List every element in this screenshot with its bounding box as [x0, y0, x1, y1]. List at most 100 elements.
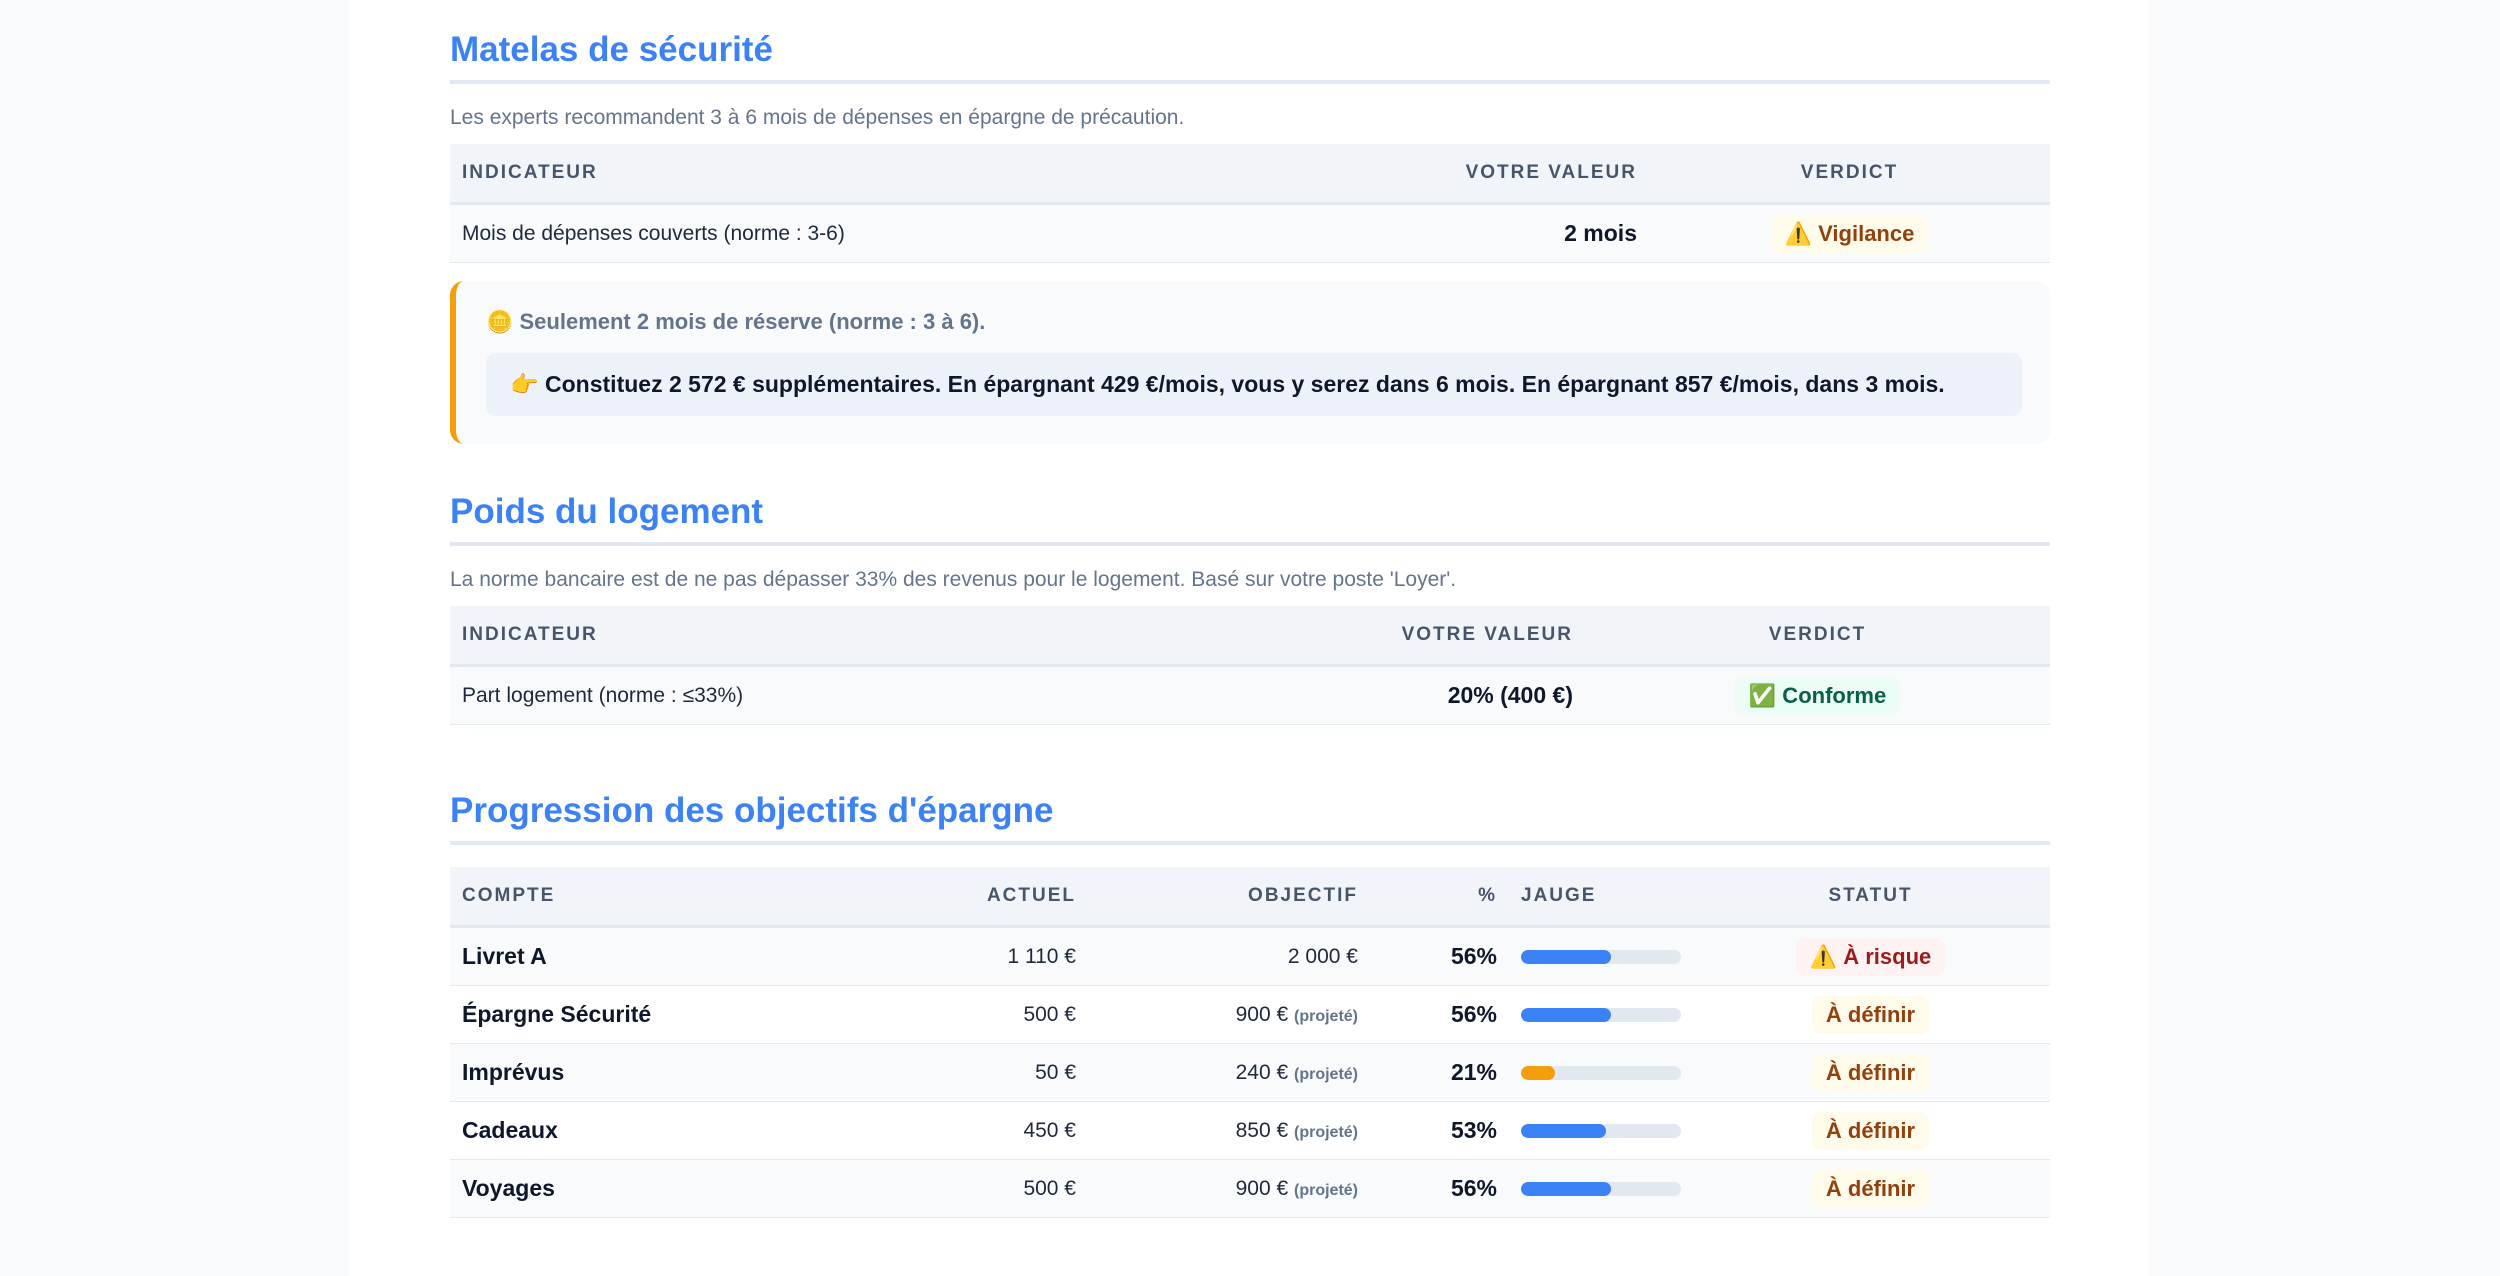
table-body: Part logement (norme : ≤33%) 20% (400 €) ✅…: [450, 665, 2050, 725]
column-header: VOTRE VALEUR: [1450, 144, 1649, 205]
target-cell: 900 € (projeté): [1088, 1159, 1370, 1218]
target: 900 €: [1235, 1176, 1289, 1200]
data-table: INDICATEUR VOTRE VALEUR VERDICT Mois de dép…: [450, 144, 2050, 263]
gauge-fill: [1521, 1007, 1611, 1022]
status-badge: À définir: [1811, 1053, 1930, 1092]
table-head: INDICATEUR VOTRE VALEUR VERDICT: [450, 144, 2050, 205]
column-header: ACTUEL: [800, 867, 1088, 928]
current: 50 €: [800, 1043, 1088, 1102]
current: 500 €: [800, 1159, 1088, 1218]
target-note: (projeté): [1294, 1181, 1358, 1199]
target-note: (projeté): [1294, 1007, 1358, 1025]
spacer: [450, 845, 2050, 867]
status-badge: À définir: [1811, 995, 1930, 1034]
header-row: INDICATEUR VOTRE VALEUR VERDICT: [450, 606, 2050, 667]
percent: 53%: [1370, 1101, 1509, 1160]
current: 500 €: [800, 985, 1088, 1044]
column-header: INDICATEUR: [450, 606, 1385, 667]
table-row: Imprévus 50 €240 € (projeté) 21% À définir: [450, 1043, 2050, 1102]
gauge-cell: [1509, 985, 1691, 1044]
verdict-cell: ✅ Conforme: [1585, 665, 2050, 725]
callout: 🪙 Seulement 2 mois de réserve (norme : 3…: [450, 281, 2050, 444]
percent: 56%: [1370, 926, 1509, 986]
percent: 56%: [1370, 985, 1509, 1044]
status-cell: ⚠️ À risque: [1691, 926, 2050, 986]
table-row: Épargne Sécurité 500 €900 € (projeté) 56% À…: [450, 985, 2050, 1044]
gauge-fill: [1521, 1181, 1611, 1196]
column-header: COMPTE: [450, 867, 800, 928]
header-row: INDICATEUR VOTRE VALEUR VERDICT: [450, 144, 2050, 205]
content: Matelas de sécurité Les experts recommand…: [450, 0, 2050, 1218]
table-row: Part logement (norme : ≤33%) 20% (400 €) ✅…: [450, 665, 2050, 725]
gauge-fill: [1521, 1123, 1606, 1138]
column-header: OBJECTIF: [1088, 867, 1370, 928]
target-cell: 900 € (projeté): [1088, 985, 1370, 1044]
current: 450 €: [800, 1101, 1088, 1160]
status-cell: À définir: [1691, 1159, 2050, 1218]
gauge-cell: [1509, 1159, 1691, 1218]
target: 2 000 €: [1287, 944, 1358, 968]
table-row: Cadeaux 450 €850 € (projeté) 53% À définir: [450, 1101, 2050, 1160]
gauge-track: [1521, 1007, 1681, 1022]
data-table: INDICATEUR VOTRE VALEUR VERDICT Part logeme…: [450, 606, 2050, 725]
target: 240 €: [1235, 1060, 1289, 1084]
column-header: INDICATEUR: [450, 144, 1450, 205]
target-cell: 850 € (projeté): [1088, 1101, 1370, 1160]
section: Progression des objectifs d'épargne COMPT…: [450, 725, 2050, 1218]
current: 1 110 €: [800, 926, 1088, 986]
section-description: La norme bancaire est de ne pas dépasser…: [450, 568, 1457, 591]
status-cell: À définir: [1691, 1043, 2050, 1102]
data-table: COMPTE ACTUEL OBJECTIF% JAUGE STATUT Livret A…: [450, 867, 2050, 1218]
callout-advice: 👉 Constituez 2 572 € supplémentaires. En…: [486, 353, 2022, 416]
status-badge: ⚠️ À risque: [1795, 937, 1946, 976]
header-row: COMPTE ACTUEL OBJECTIF% JAUGE STATUT: [450, 867, 2050, 928]
status-cell: À définir: [1691, 1101, 2050, 1160]
table-row: Voyages 500 €900 € (projeté) 56% À définir: [450, 1159, 2050, 1218]
target-cell: 240 € (projeté): [1088, 1043, 1370, 1102]
account: Voyages: [450, 1159, 800, 1218]
value: 2 mois: [1450, 203, 1649, 263]
section-title: Poids du logement: [450, 492, 2050, 546]
gauge-track: [1521, 949, 1681, 964]
section: Matelas de sécurité Les experts recommand…: [450, 0, 2050, 444]
table-row: Mois de dépenses couverts (norme : 3-6) 2…: [450, 203, 2050, 263]
gauge-fill: [1521, 949, 1611, 964]
table-body: Mois de dépenses couverts (norme : 3-6) 2…: [450, 203, 2050, 263]
section-title: Matelas de sécurité: [450, 30, 2050, 84]
column-header: VERDICT: [1585, 606, 2050, 667]
status-badge: À définir: [1811, 1111, 1930, 1150]
section-title: Progression des objectifs d'épargne: [450, 791, 2050, 845]
table-head: INDICATEUR VOTRE VALEUR VERDICT: [450, 606, 2050, 667]
verdict-cell: ⚠️ Vigilance: [1649, 203, 2050, 263]
account: Cadeaux: [450, 1101, 800, 1160]
gauge-track: [1521, 1123, 1681, 1138]
target-note: (projeté): [1294, 1065, 1358, 1083]
column-header: STATUT: [1691, 867, 2050, 928]
percent: 21%: [1370, 1043, 1509, 1102]
status-badge: À définir: [1811, 1169, 1930, 1208]
indicator: Mois de dépenses couverts (norme : 3-6): [450, 203, 1450, 263]
target-note: (projeté): [1294, 1123, 1358, 1141]
column-header: VERDICT: [1649, 144, 2050, 205]
table-head: COMPTE ACTUEL OBJECTIF% JAUGE STATUT: [450, 867, 2050, 928]
indicator: Part logement (norme : ≤33%): [450, 665, 1385, 725]
column-header: %: [1370, 867, 1509, 928]
gauge-cell: [1509, 1101, 1691, 1160]
report: Matelas de sécurité Les experts recommand…: [349, 0, 2149, 1276]
section-description: Les experts recommandent 3 à 6 mois de d…: [450, 106, 1185, 129]
percent: 56%: [1370, 1159, 1509, 1218]
gauge-cell: [1509, 1043, 1691, 1102]
account: Épargne Sécurité: [450, 985, 800, 1044]
verdict-badge: ✅ Conforme: [1734, 676, 1901, 715]
account: Imprévus: [450, 1043, 800, 1102]
callout-summary: 🪙 Seulement 2 mois de réserve (norme : 3…: [486, 309, 986, 334]
verdict-badge: ⚠️ Vigilance: [1770, 214, 1929, 253]
gauge-track: [1521, 1181, 1681, 1196]
status-cell: À définir: [1691, 985, 2050, 1044]
value: 20% (400 €): [1385, 665, 1585, 725]
column-header: VOTRE VALEUR: [1385, 606, 1585, 667]
gauge-cell: [1509, 926, 1691, 986]
